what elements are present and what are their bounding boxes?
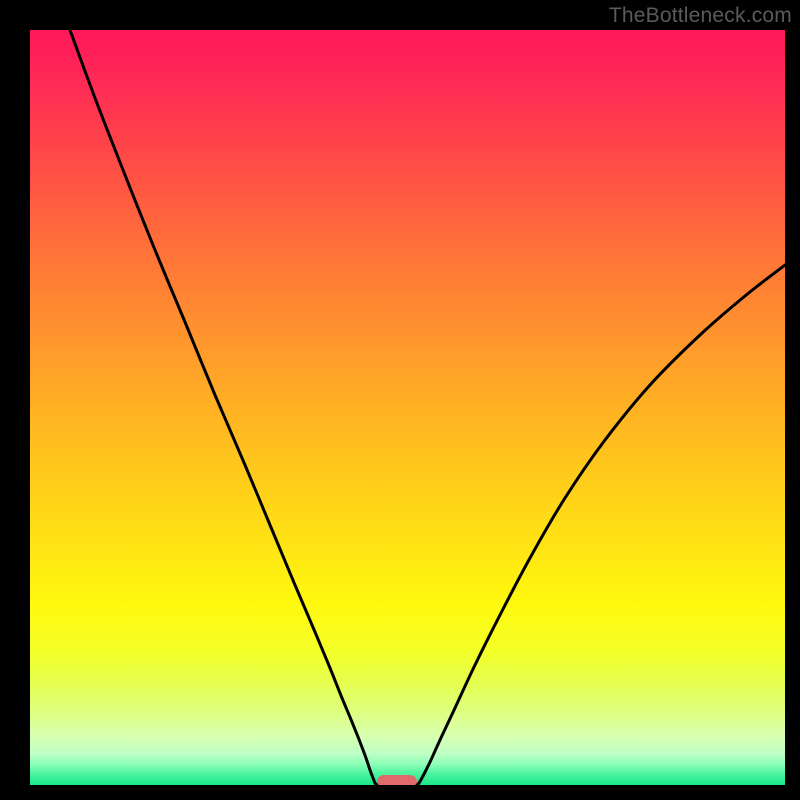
chart-container: TheBottleneck.com	[0, 0, 800, 800]
watermark-text: TheBottleneck.com	[609, 4, 792, 28]
bottleneck-chart	[0, 0, 800, 800]
